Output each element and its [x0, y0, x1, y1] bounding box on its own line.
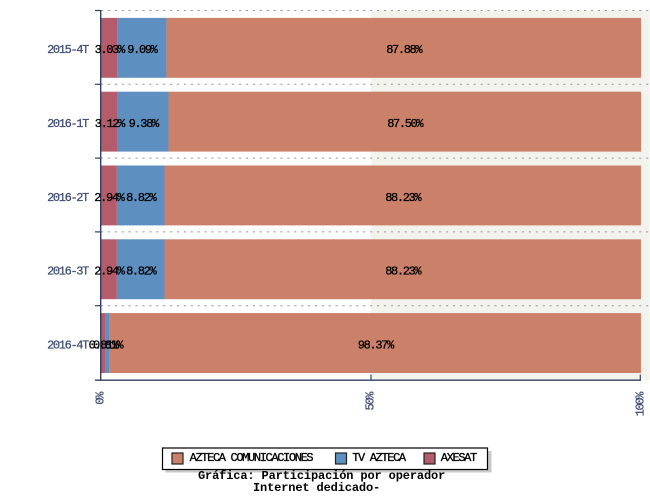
svg-text:Gráfica: Participación por ope: Gráfica: Participación por operador	[198, 469, 445, 483]
svg-text:98.37%: 98.37%	[358, 338, 395, 352]
svg-text:9.09%: 9.09%	[127, 43, 158, 57]
svg-text:2.94%: 2.94%	[94, 191, 125, 205]
svg-text:8.82%: 8.82%	[126, 191, 157, 205]
svg-text:AXESAT: AXESAT	[441, 451, 477, 465]
svg-text:88.23%: 88.23%	[385, 191, 422, 205]
svg-text:87.50%: 87.50%	[387, 117, 424, 131]
svg-text:9.38%: 9.38%	[129, 117, 160, 131]
svg-text:Internet dedicado-: Internet dedicado-	[253, 481, 380, 495]
svg-text:3.12%: 3.12%	[95, 117, 126, 131]
svg-text:2015-4T: 2015-4T	[47, 43, 89, 57]
svg-text:8.82%: 8.82%	[126, 265, 157, 279]
svg-text:100%: 100%	[634, 391, 648, 417]
svg-text:0.81%: 0.81%	[93, 338, 124, 352]
svg-text:0.81%: 0.81%	[89, 338, 120, 352]
svg-text:3.03%: 3.03%	[95, 43, 126, 57]
svg-text:87.88%: 87.88%	[386, 43, 423, 57]
svg-text:2016-4T: 2016-4T	[47, 338, 89, 352]
svg-text:0%: 0%	[94, 391, 108, 405]
svg-text:2.94%: 2.94%	[94, 265, 125, 279]
svg-text:50%: 50%	[364, 391, 378, 411]
svg-text:2016-3T: 2016-3T	[47, 265, 89, 279]
svg-text:2016-1T: 2016-1T	[47, 117, 89, 131]
svg-text:AZTECA COMUNICACIONES: AZTECA COMUNICACIONES	[190, 451, 314, 465]
svg-text:88.23%: 88.23%	[385, 265, 422, 279]
svg-text:TV AZTECA: TV AZTECA	[352, 451, 407, 465]
svg-text:2016-2T: 2016-2T	[47, 191, 89, 205]
